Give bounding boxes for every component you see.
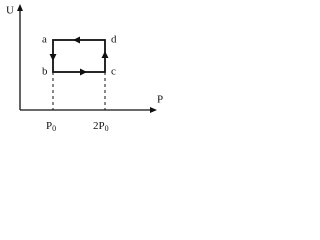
cycle — [52, 39, 106, 73]
arrow-up — [101, 51, 109, 58]
arrow-down — [49, 54, 57, 61]
point-label: b — [42, 66, 48, 78]
arrow-left — [73, 36, 80, 44]
tick-sub: 0 — [52, 124, 56, 133]
point-label: d — [111, 34, 117, 46]
u-p-diagram: U P a b c d P0 2P0 — [6, 4, 163, 133]
tick-sub: 0 — [105, 124, 109, 133]
y-axis-label: U — [6, 5, 14, 17]
point-label: a — [42, 34, 47, 46]
x-axis-label: P — [157, 94, 163, 106]
tick-main: P — [46, 120, 52, 132]
x-tick-label: P0 — [46, 120, 56, 133]
arrow-right — [80, 68, 87, 76]
point-label: c — [111, 66, 116, 78]
page: {"axes": {"y_label": "U", "x_label": "P"… — [0, 0, 166, 136]
x-tick-label: 2P0 — [93, 120, 109, 133]
x-axis-arrow — [150, 107, 157, 113]
y-axis-arrow — [17, 4, 23, 11]
tick-main: 2P — [93, 120, 105, 132]
